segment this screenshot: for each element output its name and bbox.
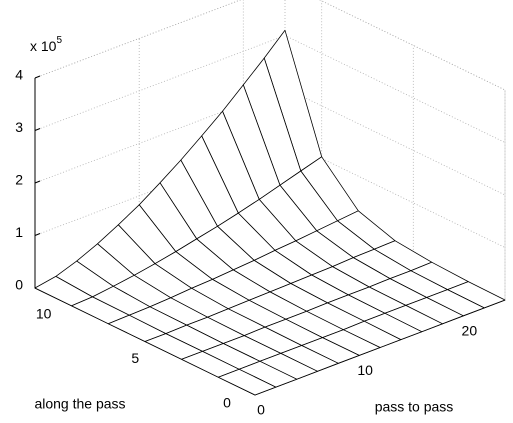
- z-exponent-base: x 10: [30, 38, 57, 54]
- y-tick-label: 5: [131, 350, 139, 366]
- z-tick-mark: [34, 233, 41, 236]
- y-tick-label: 0: [223, 395, 231, 411]
- x-tick-label: 0: [257, 402, 265, 418]
- x-axis-label: pass to pass: [375, 399, 454, 415]
- z-tick-mark: [34, 180, 41, 184]
- z-tick-label: 2: [15, 172, 23, 188]
- z-tick-label: 0: [15, 277, 23, 293]
- z-exponent: x 105: [30, 35, 62, 54]
- z-tick-label: 1: [15, 224, 23, 240]
- z-tick-label: 3: [15, 119, 23, 135]
- y-tick-label: 10: [36, 306, 52, 322]
- surface: [34, 29, 506, 396]
- mesh-cell: [217, 368, 277, 396]
- y-axis-label: along the pass: [34, 396, 125, 412]
- z-tick-mark: [34, 75, 41, 79]
- label-layer: pass to pass along the pass x 105 010200…: [15, 35, 477, 418]
- x-tick-label: 10: [357, 362, 373, 378]
- x-tick-label: 20: [462, 323, 478, 339]
- z-exponent-power: 5: [56, 35, 62, 46]
- z-tick-mark: [34, 128, 41, 131]
- z-tick-label: 4: [15, 67, 23, 83]
